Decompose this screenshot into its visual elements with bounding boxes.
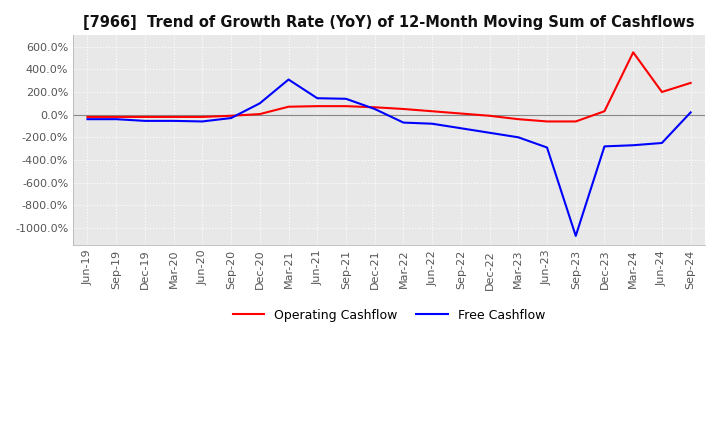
Operating Cashflow	[370, 105, 379, 110]
Operating Cashflow	[543, 119, 552, 124]
Operating Cashflow	[456, 111, 465, 116]
Operating Cashflow	[227, 113, 235, 118]
Line: Operating Cashflow: Operating Cashflow	[87, 52, 690, 121]
Free Cashflow	[629, 143, 637, 148]
Free Cashflow	[399, 120, 408, 125]
Operating Cashflow	[313, 103, 322, 109]
Operating Cashflow	[198, 114, 207, 120]
Operating Cashflow	[140, 114, 149, 120]
Free Cashflow	[198, 119, 207, 124]
Free Cashflow	[485, 130, 494, 136]
Title: [7966]  Trend of Growth Rate (YoY) of 12-Month Moving Sum of Cashflows: [7966] Trend of Growth Rate (YoY) of 12-…	[84, 15, 695, 30]
Free Cashflow	[227, 115, 235, 121]
Operating Cashflow	[256, 111, 264, 117]
Operating Cashflow	[169, 114, 178, 120]
Legend: Operating Cashflow, Free Cashflow: Operating Cashflow, Free Cashflow	[228, 304, 550, 327]
Free Cashflow	[370, 106, 379, 112]
Free Cashflow	[140, 118, 149, 124]
Free Cashflow	[112, 117, 120, 122]
Operating Cashflow	[342, 103, 351, 109]
Free Cashflow	[600, 144, 609, 149]
Operating Cashflow	[572, 119, 580, 124]
Line: Free Cashflow: Free Cashflow	[87, 80, 690, 236]
Operating Cashflow	[485, 113, 494, 118]
Free Cashflow	[572, 233, 580, 238]
Free Cashflow	[428, 121, 436, 126]
Free Cashflow	[657, 140, 666, 146]
Free Cashflow	[169, 118, 178, 124]
Operating Cashflow	[629, 50, 637, 55]
Free Cashflow	[284, 77, 293, 82]
Operating Cashflow	[428, 109, 436, 114]
Operating Cashflow	[112, 114, 120, 120]
Free Cashflow	[686, 110, 695, 115]
Operating Cashflow	[657, 89, 666, 95]
Operating Cashflow	[399, 106, 408, 112]
Free Cashflow	[256, 101, 264, 106]
Operating Cashflow	[686, 80, 695, 85]
Free Cashflow	[514, 135, 523, 140]
Free Cashflow	[83, 117, 91, 122]
Free Cashflow	[342, 96, 351, 102]
Operating Cashflow	[83, 114, 91, 120]
Operating Cashflow	[284, 104, 293, 110]
Free Cashflow	[313, 95, 322, 101]
Free Cashflow	[543, 145, 552, 150]
Free Cashflow	[456, 125, 465, 131]
Operating Cashflow	[514, 117, 523, 122]
Operating Cashflow	[600, 109, 609, 114]
